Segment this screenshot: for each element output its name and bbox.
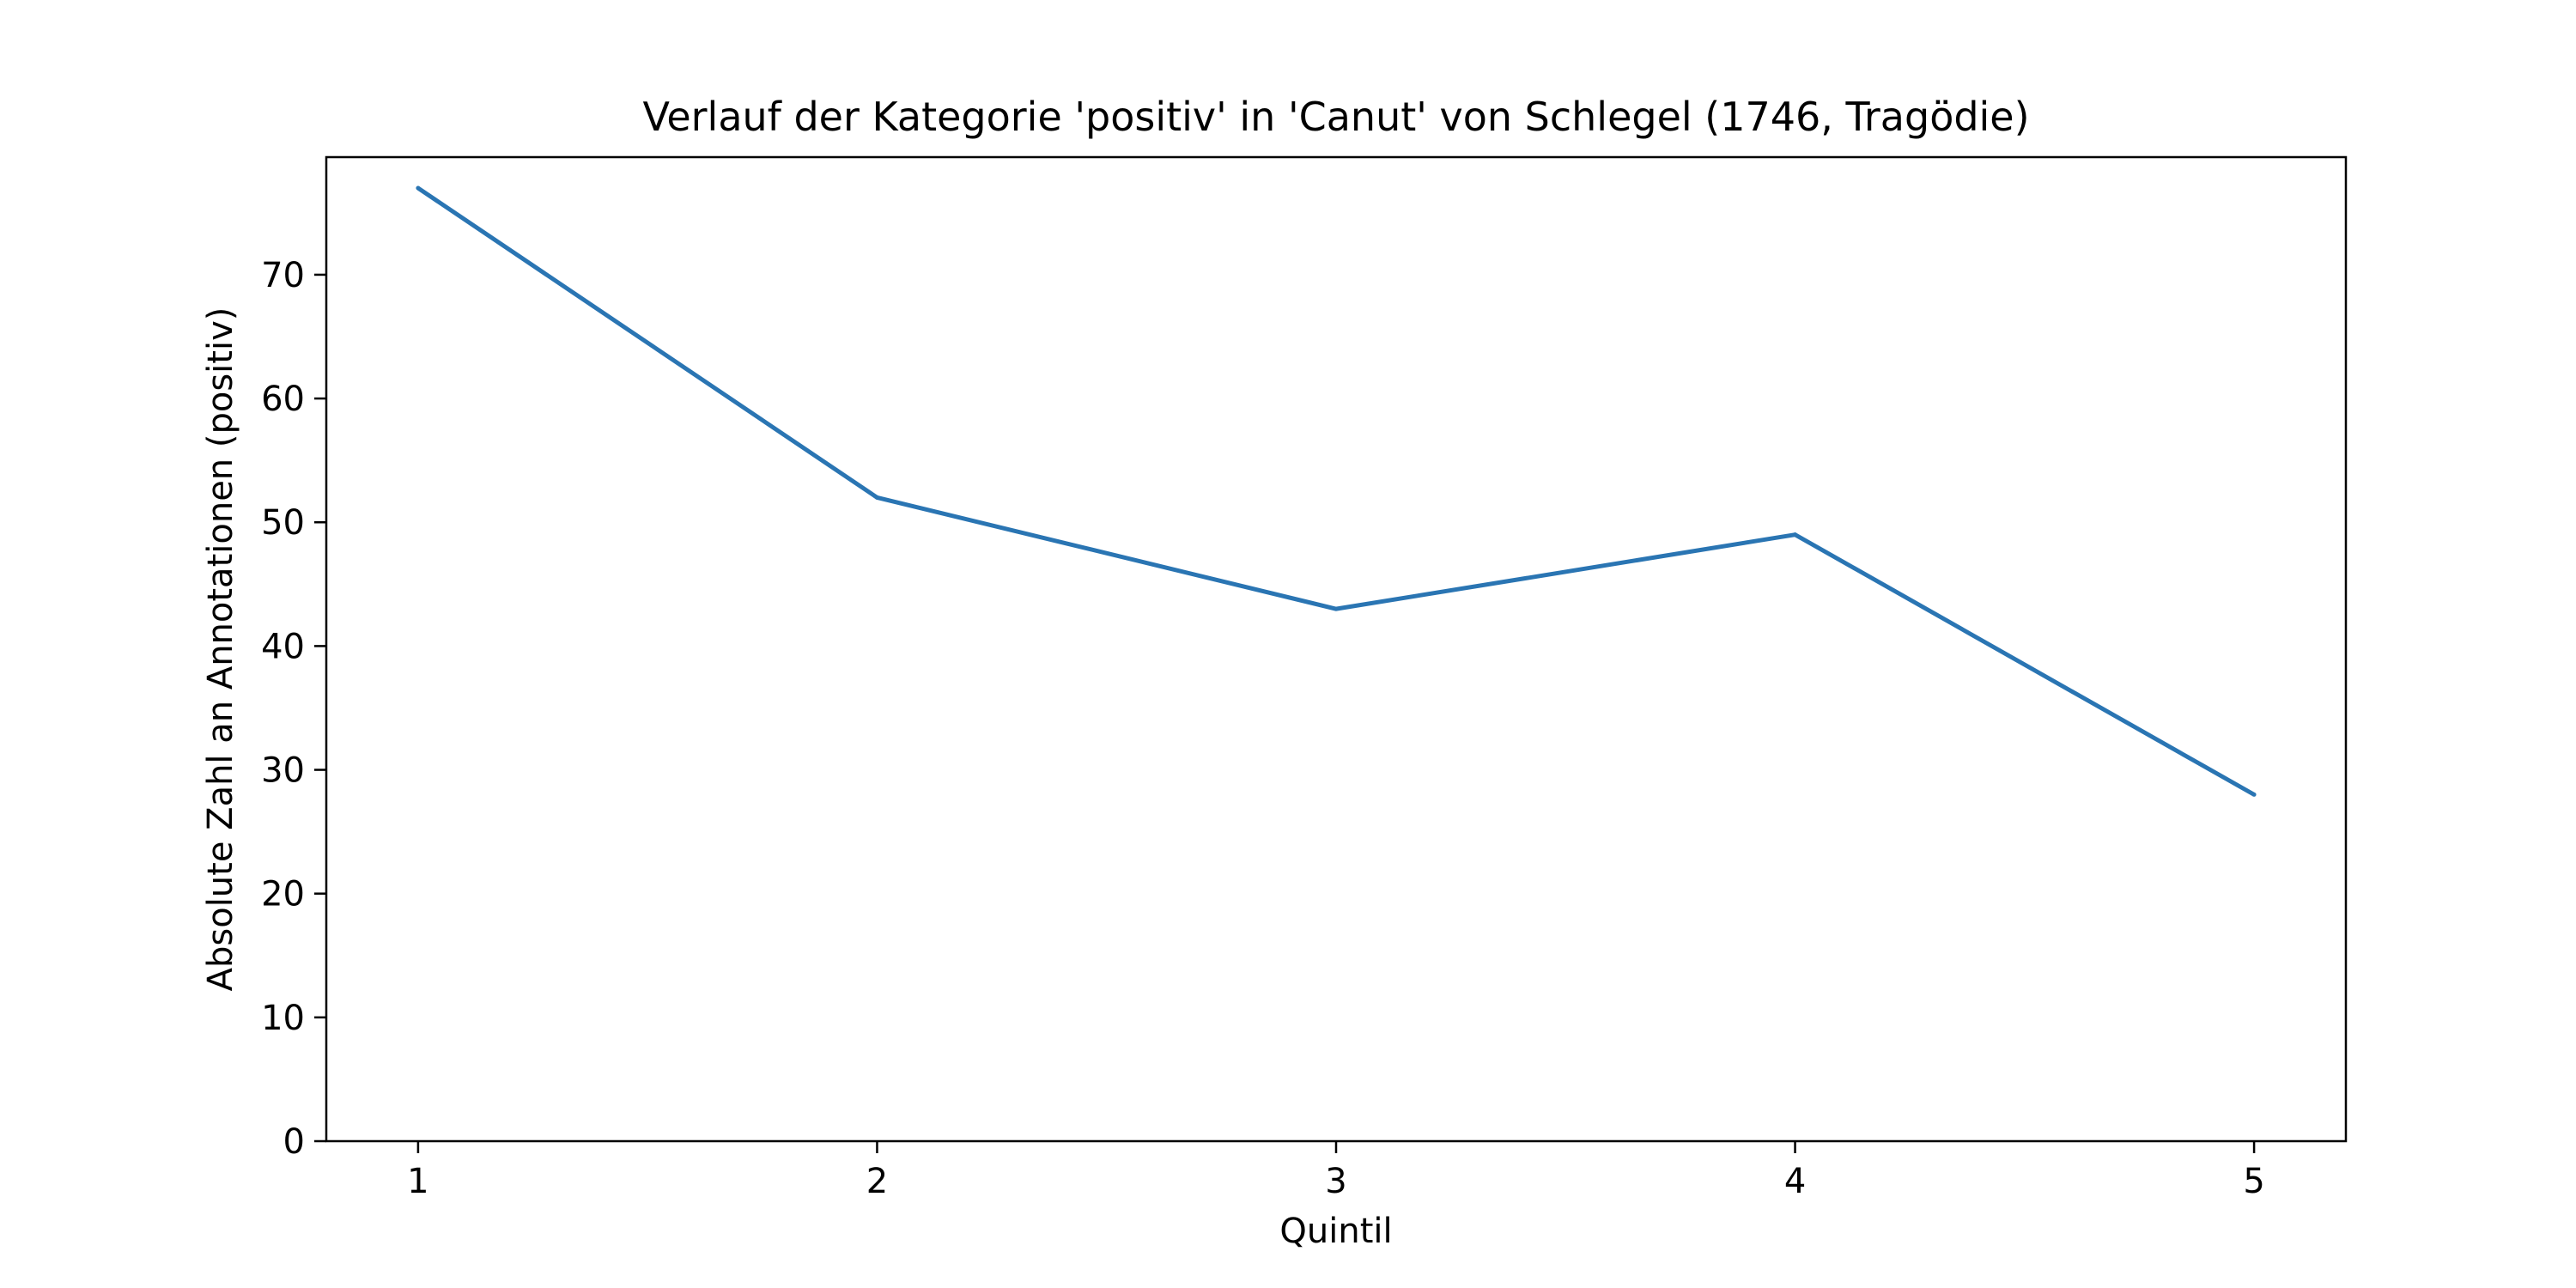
y-tick-label: 0 [283, 1122, 305, 1162]
x-tick-label: 2 [866, 1162, 888, 1201]
data-point [2251, 792, 2257, 797]
data-point [416, 185, 421, 191]
x-tick-label: 5 [2243, 1162, 2264, 1201]
y-axis-label: Absolute Zahl an Annotationen (positiv) [201, 307, 240, 992]
x-tick-label: 3 [1325, 1162, 1346, 1201]
data-point [1793, 532, 1798, 538]
x-axis-label: Quintil [1279, 1212, 1392, 1251]
data-point [1334, 606, 1339, 611]
plot-frame [325, 155, 2348, 1143]
plot-area [416, 185, 2257, 797]
y-tick-label: 50 [261, 503, 305, 543]
x-tick-label: 1 [407, 1162, 428, 1201]
y-tick-label: 20 [261, 875, 305, 914]
data-point [874, 495, 879, 500]
chart-title: Verlauf der Kategorie 'positiv' in 'Canu… [642, 94, 2029, 140]
x-tick-label: 4 [1784, 1162, 1806, 1201]
y-tick-label: 30 [261, 751, 305, 791]
y-axis: 0 10 20 30 40 50 60 70 [261, 256, 326, 1162]
y-tick-label: 70 [261, 256, 305, 295]
y-tick-label: 40 [261, 627, 305, 666]
y-tick-label: 60 [261, 380, 305, 419]
y-tick-label: 10 [261, 999, 305, 1038]
x-axis: 1 2 3 4 5 [407, 1141, 2265, 1201]
